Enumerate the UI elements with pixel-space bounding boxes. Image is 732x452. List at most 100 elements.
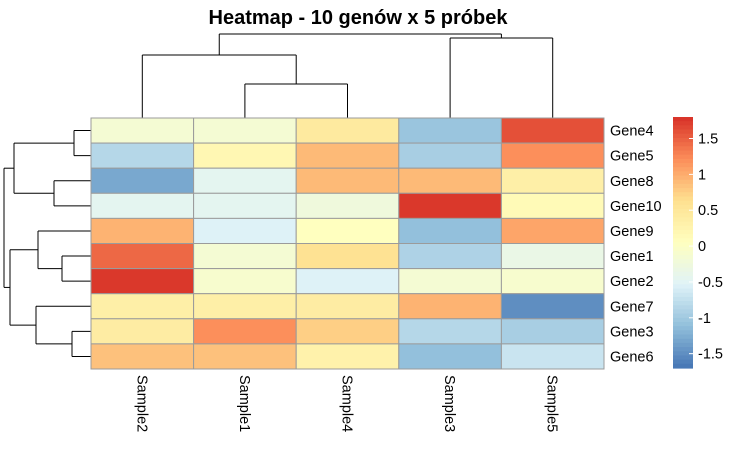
column-label: Sample1	[236, 375, 252, 432]
color-legend-swatch	[673, 221, 693, 227]
heatmap-cell	[398, 167, 502, 194]
color-legend-ticks: 1.5 1 0.5 0 -0.5 -1 -1.5	[689, 132, 723, 363]
color-legend-swatch	[673, 275, 693, 281]
color-legend-swatch	[673, 347, 693, 352]
heatmap-cell	[90, 217, 195, 244]
column-dendrogram	[141, 33, 554, 118]
chart-title: Heatmap - 10 genów x 5 próbek	[209, 7, 509, 29]
color-legend-tick-label: 0.5	[698, 203, 718, 219]
column-label: Sample5	[544, 375, 560, 432]
color-legend-swatch	[673, 292, 693, 298]
color-legend-swatch	[673, 284, 693, 290]
color-legend-swatch	[673, 271, 693, 277]
color-legend-swatch	[673, 213, 693, 218]
heatmap-cell	[500, 268, 605, 295]
heatmap-cell	[90, 243, 195, 270]
color-legend-swatch	[673, 263, 693, 269]
color-legend-swatch	[673, 154, 693, 160]
row-label: Gene7	[610, 299, 654, 315]
heatmap-cell	[398, 117, 502, 144]
heatmap-cell	[193, 243, 297, 270]
column-label: Sample3	[441, 375, 457, 432]
heatmap-cell	[398, 192, 502, 219]
color-legend-swatch	[673, 296, 693, 302]
color-legend-swatch	[673, 238, 693, 244]
row-labels: Gene4 Gene5 Gene8 Gene10 Gene9 Gene1 Gene2 Gene…	[610, 124, 662, 366]
color-legend-swatch	[673, 338, 693, 344]
heatmap-cell	[193, 117, 297, 144]
row-label: Gene10	[610, 199, 662, 215]
heatmap-cell	[193, 268, 297, 295]
color-legend-swatch	[673, 259, 693, 265]
color-legend-swatch	[673, 171, 693, 177]
color-legend-swatch	[673, 129, 693, 135]
heatmap-cell	[295, 117, 400, 144]
heatmap-cell	[295, 293, 400, 320]
heatmap-cell	[398, 268, 502, 295]
heatmap-cell	[398, 343, 502, 370]
heatmap-cell	[398, 293, 502, 320]
color-legend-swatch	[673, 183, 693, 189]
color-legend-swatch	[673, 317, 693, 323]
color-legend-swatch	[673, 334, 693, 340]
heatmap-cell	[500, 217, 605, 244]
color-legend-tick-label: -0.5	[698, 275, 723, 291]
heatmap-cell	[295, 142, 400, 169]
color-legend-swatch	[673, 363, 693, 369]
heatmap-cell	[193, 343, 297, 370]
color-legend-swatch	[673, 209, 693, 214]
color-legend-swatch	[673, 217, 693, 223]
color-legend-swatch	[673, 188, 693, 193]
color-legend-swatch	[673, 301, 693, 306]
heatmap-cell	[90, 268, 195, 295]
color-legend-swatch	[673, 158, 693, 164]
heatmap-cell	[90, 293, 195, 320]
heatmap-cell	[193, 142, 297, 169]
color-legend-swatch	[673, 125, 693, 131]
heatmap-cell	[295, 318, 400, 345]
color-legend-swatch	[673, 255, 693, 260]
color-legend-swatch	[673, 267, 693, 273]
row-label: Gene9	[610, 224, 654, 240]
heatmap-cell	[398, 217, 502, 244]
heatmap-cell	[193, 217, 297, 244]
color-legend-swatch	[673, 321, 693, 327]
column-label: Sample2	[133, 375, 149, 432]
heatmap-cell	[193, 167, 297, 194]
color-legend-swatch	[673, 179, 693, 185]
color-legend-swatch	[673, 200, 693, 206]
row-dendrogram	[3, 130, 91, 357]
heatmap-cell	[90, 343, 195, 370]
color-legend-swatch	[673, 192, 693, 198]
color-legend-swatch	[673, 150, 693, 156]
row-label: Gene5	[610, 149, 654, 165]
heatmap-cell	[500, 142, 605, 169]
heatmap-cell	[500, 192, 605, 219]
column-label: Sample4	[339, 375, 355, 432]
heatmap-cell	[398, 142, 502, 169]
color-legend-swatch	[673, 313, 693, 319]
heatmap-cell	[500, 117, 605, 144]
heatmap-cell	[500, 343, 605, 370]
color-legend-swatch	[673, 326, 693, 331]
color-legend-swatch	[673, 167, 693, 172]
heatmap-cell	[295, 268, 400, 295]
color-legend-swatch	[673, 342, 693, 348]
heatmap-cells	[90, 117, 605, 370]
heatmap-cell	[90, 192, 195, 219]
heatmap-cell	[500, 167, 605, 194]
column-labels: Sample2 Sample1 Sample4 Sample3 Sample5	[133, 375, 559, 432]
color-legend-swatch	[673, 229, 693, 235]
color-legend-swatch	[673, 305, 693, 311]
heatmap-cell	[398, 318, 502, 345]
color-legend-tick-label: -1	[698, 311, 711, 327]
heatmap-cell	[295, 192, 400, 219]
color-legend-swatch	[673, 355, 693, 361]
color-legend-swatch	[673, 133, 693, 139]
color-legend-tick-label: 1	[698, 167, 706, 183]
heatmap-cell	[295, 343, 400, 370]
color-legend-swatch	[673, 117, 693, 122]
color-legend-swatch	[673, 246, 693, 252]
color-legend-swatch	[673, 225, 693, 231]
color-legend-swatch	[673, 163, 693, 168]
